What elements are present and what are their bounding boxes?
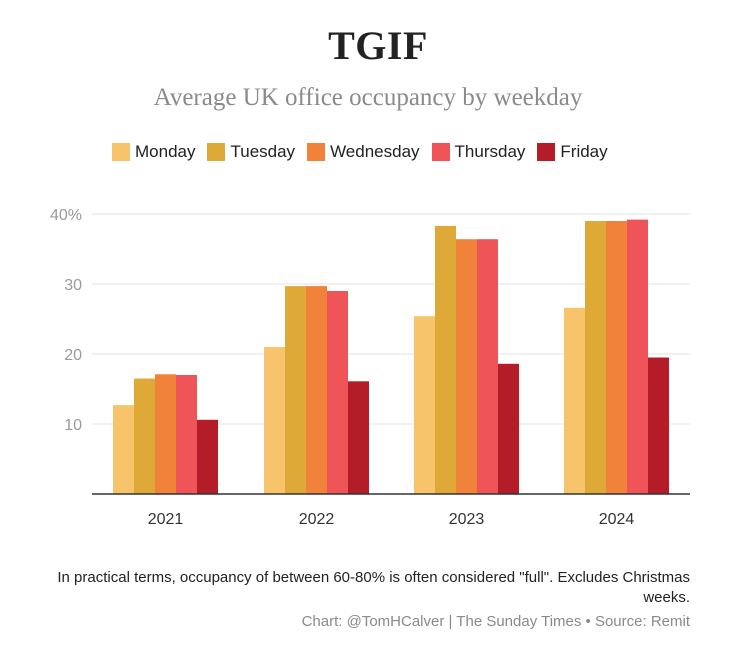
- bar-tuesday-2021: [134, 378, 155, 494]
- y-tick-label-40: 40%: [50, 207, 82, 224]
- bar-wednesday-2022: [306, 286, 327, 494]
- bar-tuesday-2024: [585, 221, 606, 494]
- bar-wednesday-2021: [155, 374, 176, 494]
- x-tick-label-2024: 2024: [599, 511, 635, 528]
- chart-source: Chart: @TomHCalver | The Sunday Times • …: [301, 613, 690, 630]
- chart-subtitle: Average UK office occupancy by weekday: [153, 84, 583, 111]
- chart-title: TGIF: [328, 23, 428, 68]
- x-tick-label-2021: 2021: [148, 511, 184, 528]
- x-tick-label-2023: 2023: [449, 511, 485, 528]
- legend-label-friday: Friday: [560, 142, 608, 161]
- legend-label-monday: Monday: [135, 142, 196, 161]
- legend-swatch-thursday: [431, 143, 450, 161]
- legend-swatch-monday: [112, 143, 130, 161]
- bar-tuesday-2022: [285, 286, 306, 494]
- y-tick-label-30: 30: [64, 277, 82, 294]
- bar-friday-2024: [648, 357, 669, 494]
- legend-item-thursday: Thursday: [431, 142, 526, 162]
- bar-friday-2023: [498, 363, 519, 494]
- bar-monday-2021: [113, 405, 134, 494]
- bar-thursday-2021: [176, 375, 197, 494]
- bar-wednesday-2024: [606, 221, 627, 494]
- bar-monday-2024: [564, 307, 585, 494]
- bar-friday-2022: [348, 381, 369, 494]
- legend-label-wednesday: Wednesday: [330, 142, 420, 161]
- y-tick-label-10: 10: [64, 417, 82, 434]
- bar-friday-2021: [197, 419, 218, 494]
- y-tick-label-20: 20: [64, 347, 82, 364]
- legend-swatch-friday: [537, 143, 556, 161]
- x-tick-label-2022: 2022: [299, 511, 335, 528]
- bar-wednesday-2023: [456, 239, 477, 494]
- legend-swatch-wednesday: [307, 143, 326, 161]
- bar-thursday-2024: [627, 219, 648, 494]
- bar-monday-2023: [414, 316, 435, 494]
- chart-legend: Monday Tuesday Wednesday Thursday Friday: [112, 142, 620, 162]
- legend-item-monday: Monday: [112, 142, 195, 162]
- bar-thursday-2023: [477, 239, 498, 494]
- legend-label-thursday: Thursday: [454, 142, 526, 161]
- bar-tuesday-2023: [435, 225, 456, 494]
- legend-item-tuesday: Tuesday: [207, 142, 295, 162]
- chart-note: In practical terms, occupancy of between…: [57, 569, 690, 606]
- bar-monday-2022: [264, 347, 285, 494]
- bar-thursday-2022: [327, 291, 348, 494]
- legend-swatch-tuesday: [207, 143, 226, 161]
- legend-item-wednesday: Wednesday: [307, 142, 420, 162]
- legend-label-tuesday: Tuesday: [230, 142, 296, 161]
- legend-item-friday: Friday: [537, 142, 608, 162]
